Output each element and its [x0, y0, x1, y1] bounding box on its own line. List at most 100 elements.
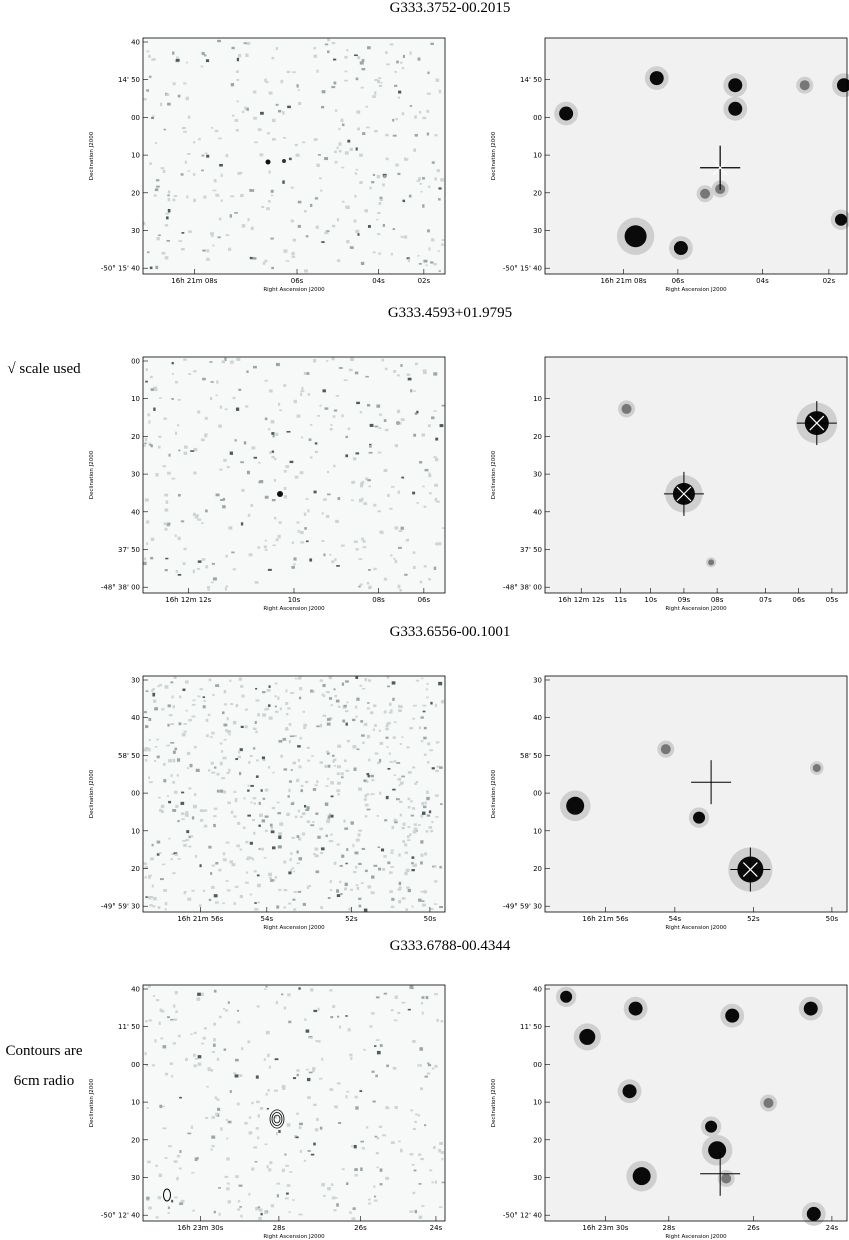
noise — [237, 1200, 241, 1203]
noise — [149, 857, 154, 861]
noise — [389, 507, 393, 510]
noise — [409, 833, 412, 837]
noise — [333, 1105, 338, 1108]
noise — [346, 1090, 350, 1093]
y-tick-label: 30 — [131, 1174, 140, 1182]
noise — [385, 727, 389, 731]
noise — [298, 765, 302, 769]
noise — [298, 678, 301, 680]
noise — [356, 886, 360, 891]
noise — [143, 862, 146, 864]
noise — [160, 167, 165, 170]
noise — [268, 200, 271, 203]
noise — [227, 1001, 230, 1004]
noise — [154, 142, 158, 145]
noise — [279, 822, 284, 826]
noise — [427, 742, 431, 746]
noise — [376, 174, 381, 179]
y-tick-label: 00 — [533, 1061, 542, 1069]
noise — [288, 871, 292, 875]
noise — [201, 52, 205, 56]
noise — [344, 827, 349, 830]
noise — [336, 218, 340, 222]
noise — [225, 1119, 228, 1121]
noise — [379, 1044, 383, 1048]
noise — [313, 852, 316, 856]
x-tick-label: 11s — [614, 596, 627, 604]
y-tick-label: 40 — [131, 986, 140, 994]
noise — [275, 362, 280, 367]
noise — [305, 498, 309, 500]
noise — [245, 53, 249, 58]
noise — [296, 778, 300, 783]
noise — [143, 748, 148, 752]
noise — [324, 407, 329, 410]
noise — [429, 749, 434, 752]
y-tick-label: 00 — [533, 114, 542, 122]
noise — [418, 263, 422, 265]
noise — [235, 704, 239, 708]
noise — [305, 809, 310, 811]
noise — [434, 993, 438, 996]
noise — [390, 849, 394, 852]
noise — [146, 542, 149, 545]
noise — [204, 433, 208, 438]
noise — [419, 1047, 423, 1051]
noise — [180, 801, 185, 805]
noise — [419, 1064, 422, 1067]
noise — [273, 516, 277, 520]
noise — [285, 260, 290, 262]
noise — [243, 42, 247, 45]
noise — [219, 742, 223, 745]
noise — [257, 546, 261, 549]
noise — [159, 808, 162, 812]
noise — [201, 558, 206, 561]
noise — [401, 1001, 406, 1004]
noise — [175, 380, 178, 384]
noise — [419, 580, 423, 584]
noise — [410, 814, 415, 817]
noise — [289, 735, 294, 738]
noise — [350, 499, 354, 502]
noise — [285, 465, 290, 469]
noise — [296, 1069, 300, 1072]
noise — [380, 82, 383, 84]
noise — [188, 835, 191, 839]
noise — [329, 427, 333, 431]
noise — [398, 90, 402, 94]
noise — [385, 795, 389, 800]
noise — [213, 894, 218, 898]
noise — [171, 695, 174, 699]
noise — [366, 581, 370, 585]
noise — [313, 47, 317, 50]
noise — [418, 824, 421, 826]
y-tick-label: 20 — [131, 1136, 140, 1144]
noise — [400, 526, 404, 530]
noise — [230, 360, 234, 364]
noise — [268, 1065, 272, 1069]
noise — [271, 138, 276, 141]
noise — [291, 566, 295, 569]
y-tick-label: 00 — [533, 790, 542, 798]
noise — [341, 1168, 345, 1171]
noise — [361, 1147, 366, 1150]
noise — [429, 908, 434, 910]
noise — [359, 583, 363, 586]
noise — [400, 418, 405, 422]
noise — [327, 896, 331, 900]
noise — [242, 826, 246, 830]
noise — [200, 65, 204, 68]
noise — [254, 720, 257, 724]
noise — [292, 71, 296, 74]
noise — [324, 802, 329, 806]
noise — [284, 1153, 287, 1156]
noise — [398, 529, 403, 532]
noise — [171, 853, 174, 856]
noise — [241, 1047, 244, 1051]
x-tick-label: 05s — [826, 596, 839, 604]
noise — [310, 689, 313, 693]
noise — [167, 704, 171, 708]
noise — [407, 797, 411, 801]
noise — [410, 389, 413, 393]
noise — [319, 404, 322, 407]
